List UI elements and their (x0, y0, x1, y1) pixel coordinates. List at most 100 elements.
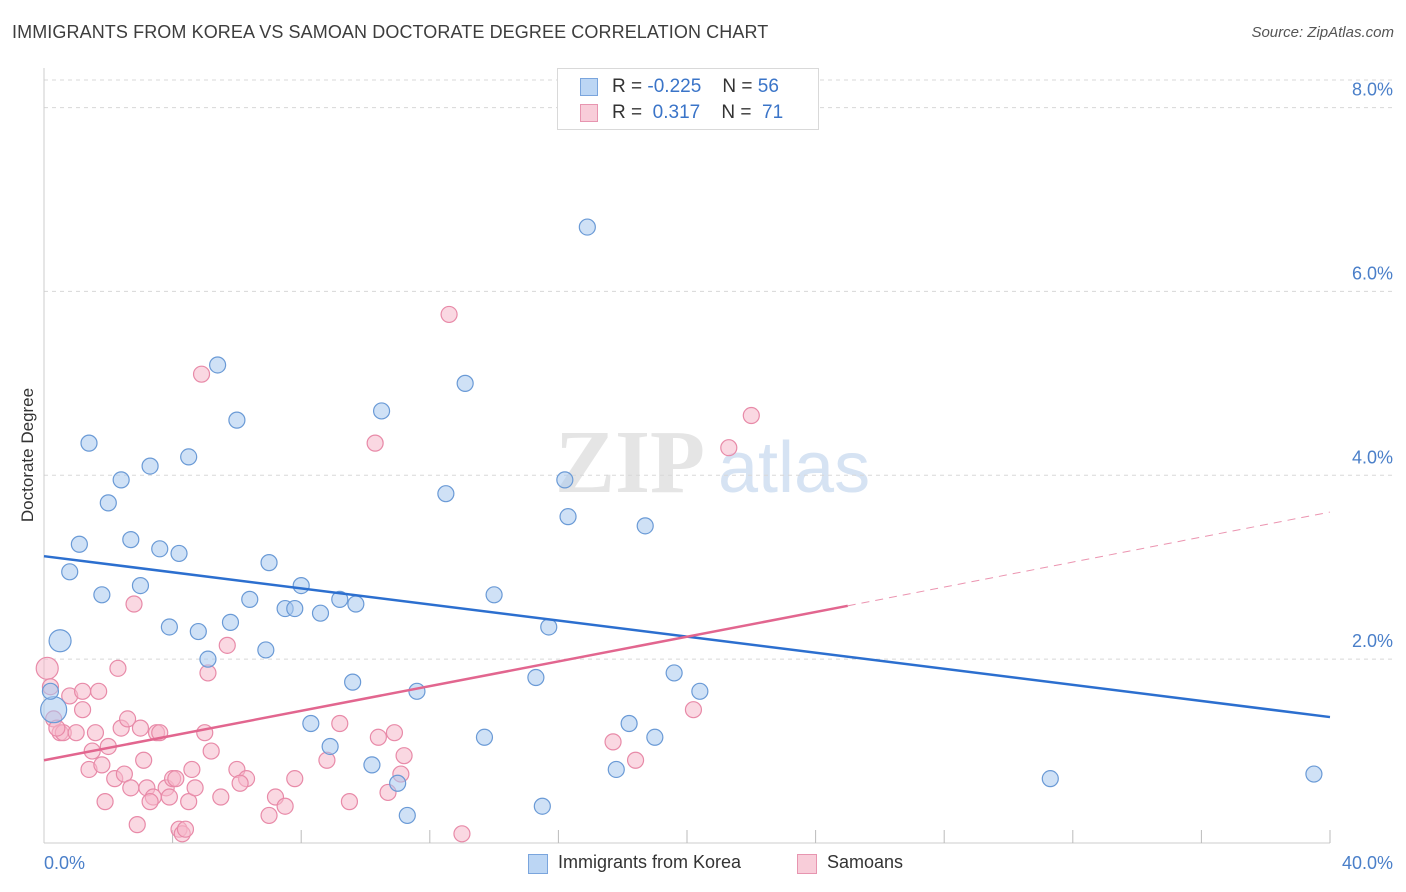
samoan-point-19 (118, 710, 137, 728)
korea-n-label: N = (722, 76, 753, 97)
trendline-2 (847, 511, 1331, 607)
korea-point-34 (389, 774, 407, 792)
korea-point-30 (344, 673, 362, 691)
trendline-1 (43, 604, 848, 762)
samoan-point-6 (67, 724, 85, 742)
legend-samoans-label: Samoans (827, 852, 904, 872)
samoan-point-68 (186, 779, 204, 797)
samoan-point-37 (183, 760, 201, 779)
correlation-legend: R = -0.225 N = 56 R = 0.317 N = 71 (557, 68, 819, 130)
korea-point-26 (302, 714, 320, 733)
samoan-point-24 (135, 751, 153, 769)
samoan-point-57 (395, 747, 413, 765)
samoan-point-21 (125, 595, 143, 613)
korea-point-19 (228, 411, 246, 429)
korea-point-33 (372, 402, 391, 420)
korea-point-3 (70, 535, 88, 553)
series-samoans (35, 305, 760, 843)
korea-n-value: 56 (757, 76, 779, 97)
korea-point-44 (556, 471, 574, 489)
samoan-point-30 (160, 788, 178, 806)
korea-point-32 (363, 756, 381, 774)
korea-point-27 (311, 604, 330, 622)
korea-point-29 (331, 590, 349, 608)
y-tick-label-1: 4.0% (1352, 447, 1393, 467)
samoan-point-67 (141, 793, 159, 811)
korea-point-14 (180, 448, 198, 466)
legend-korea-label: Immigrants from Korea (558, 852, 742, 872)
samoan-swatch (580, 104, 598, 122)
y-tick-labels: 2.0% 4.0% 6.0% 8.0% (1352, 80, 1393, 652)
samoan-point-53 (369, 728, 387, 746)
korea-r-label: R = (612, 76, 643, 97)
korea-point-38 (456, 374, 474, 392)
korea-point-55 (41, 682, 60, 700)
watermark-zip: ZIP (555, 413, 705, 512)
samoan-point-51 (331, 714, 349, 733)
samoan-point-7 (73, 682, 92, 700)
samoan-point-8 (73, 701, 92, 719)
korea-point-54 (1305, 765, 1323, 783)
korea-point-1 (48, 629, 72, 653)
samoan-point-63 (720, 439, 738, 457)
korea-point-50 (646, 728, 664, 746)
samoan-point-20 (122, 779, 140, 797)
samoan-point-32 (167, 770, 185, 788)
korea-point-24 (286, 599, 304, 618)
legend-korea-swatch (528, 854, 548, 874)
samoan-point-0 (35, 656, 59, 680)
watermark-atlas: atlas (718, 428, 870, 508)
korea-point-39 (475, 728, 494, 746)
korea-point-46 (578, 218, 596, 236)
trendlines (43, 511, 1331, 762)
samoan-point-13 (96, 793, 114, 811)
korea-point-42 (533, 797, 551, 815)
korea-point-9 (131, 577, 150, 595)
series-korea (40, 218, 1323, 825)
korea-point-52 (691, 682, 709, 700)
korea-point-18 (221, 613, 240, 631)
korea-point-12 (160, 618, 178, 636)
y-tick-label-3: 8.0% (1352, 80, 1393, 100)
samoan-point-62 (684, 701, 703, 719)
korea-point-4 (80, 434, 98, 452)
korea-point-10 (141, 457, 159, 475)
samoan-point-35 (176, 820, 195, 838)
samoan-point-41 (202, 742, 220, 760)
korea-point-36 (408, 682, 426, 700)
samoan-point-43 (218, 636, 236, 654)
samoan-point-69 (231, 774, 249, 792)
watermark: ZIP atlas (555, 413, 870, 512)
korea-swatch (580, 78, 598, 96)
y-axis-label: Doctorate Degree (18, 387, 37, 523)
samoan-point-55 (385, 724, 404, 742)
samoan-point-46 (260, 806, 278, 825)
korea-point-2 (61, 563, 79, 581)
korea-point-21 (257, 641, 275, 659)
samoan-n-label: N = (721, 102, 752, 123)
samoan-point-16 (109, 659, 127, 677)
samoan-point-23 (131, 719, 150, 737)
legend-samoans-swatch (797, 854, 817, 874)
korea-point-28 (321, 737, 339, 756)
x-tick-labels: 0.0% 40.0% (44, 853, 1393, 873)
x-tick-label-0: 0.0% (44, 853, 85, 873)
korea-point-53 (1041, 770, 1059, 788)
samoan-point-36 (180, 793, 198, 811)
samoan-n-value: 71 (762, 102, 784, 123)
samoan-point-61 (626, 751, 645, 769)
korea-point-7 (112, 471, 130, 489)
grid-lines (44, 79, 1392, 660)
korea-point-37 (437, 485, 455, 503)
korea-point-16 (199, 650, 217, 668)
samoan-point-38 (192, 365, 211, 383)
x-tick-label-1: 40.0% (1342, 853, 1393, 873)
samoan-point-42 (212, 788, 230, 806)
y-tick-label-0: 2.0% (1352, 631, 1393, 651)
y-tick-label-2: 6.0% (1352, 263, 1393, 283)
samoan-point-22 (128, 816, 146, 834)
korea-point-8 (122, 531, 140, 549)
korea-point-49 (636, 517, 654, 535)
korea-point-35 (398, 806, 416, 825)
samoan-point-64 (742, 406, 760, 425)
